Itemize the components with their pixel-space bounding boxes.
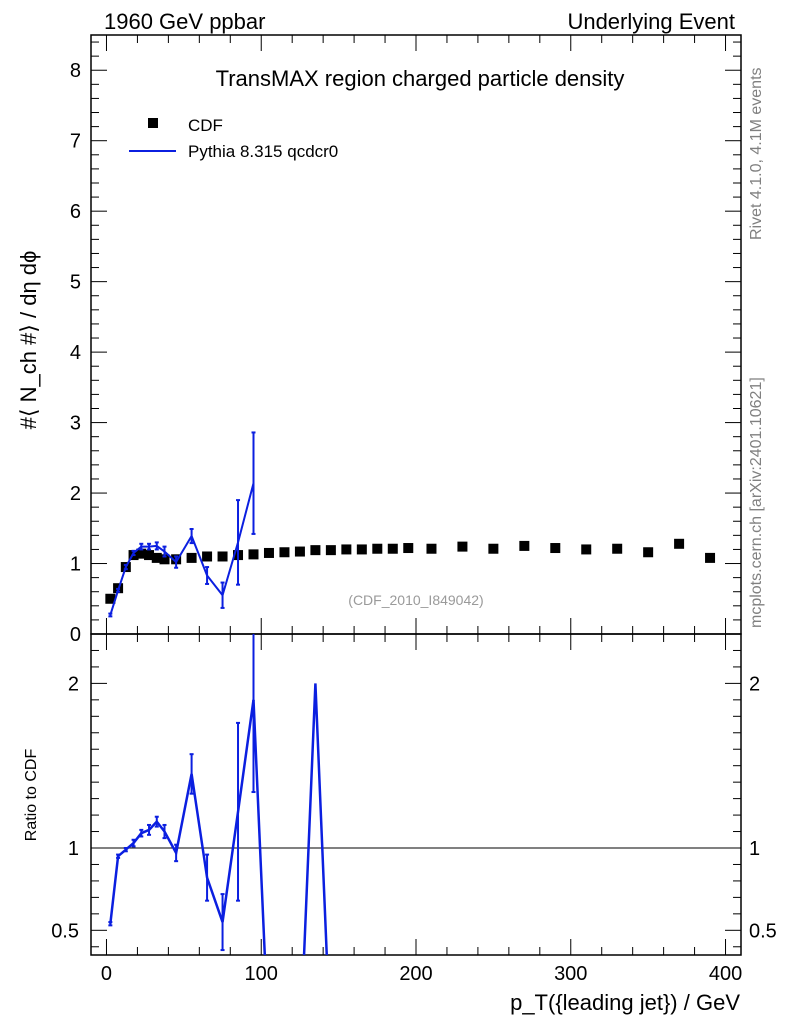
cdf-data-point (105, 593, 116, 604)
y-tick-label: 5 (70, 272, 81, 294)
cdf-data-point (294, 546, 305, 557)
y-tick-label: 3 (70, 413, 81, 435)
ratio-y-tick-label: 1 (68, 838, 79, 860)
y-tick-label: 1 (70, 554, 81, 576)
x-tick-label: 200 (399, 963, 432, 985)
chart-title: TransMAX region charged particle density (216, 66, 625, 91)
cdf-data-point (202, 551, 213, 562)
ratio-y-tick-label: 0.5 (51, 920, 79, 942)
ratio-y-tick-label-right: 2 (749, 673, 760, 695)
cdf-data-point (581, 544, 592, 555)
rivet-label: Rivet 4.1.0, 4.1M events (748, 67, 765, 240)
ratio-line (109, 699, 255, 924)
legend-marker-cdf (148, 118, 158, 128)
cdf-data-point (341, 544, 352, 555)
x-axis-label: p_T({leading jet}) / GeV (510, 990, 740, 1015)
cdf-data-point (136, 548, 147, 559)
cdf-data-point (372, 543, 383, 554)
legend-label-cdf: CDF (188, 116, 223, 135)
header-left: 1960 GeV ppbar (104, 9, 265, 34)
cdf-data-point (248, 549, 259, 560)
cdf-data-point (356, 544, 367, 555)
legend-label-pythia: Pythia 8.315 qcdcr0 (188, 142, 338, 161)
cdf-data-point (705, 552, 716, 563)
cdf-data-point (151, 552, 162, 563)
ratio-series-group (108, 634, 329, 955)
y-tick-label: 4 (70, 342, 81, 364)
cdf-data-point (279, 547, 290, 558)
ratio-line-sparse (252, 683, 329, 955)
y-axis-label: #⟨ N_ch #⟩ / dη dϕ (16, 251, 41, 430)
ratio-y-tick-label: 2 (68, 673, 79, 695)
pythia-line (109, 482, 255, 616)
ratio-panel: 0.5 0.5 1 1 2 2 0 100 200 300 400 p_T({leading jet}… (23, 633, 777, 1015)
x-tick-label: 300 (554, 963, 587, 985)
mcplots-label: mcplots.cern.ch [arXiv:2401.10621] (748, 377, 765, 628)
cdf-data-point (387, 543, 398, 554)
cdf-data-point (263, 547, 274, 558)
cdf-data-point (186, 552, 197, 563)
y-tick-label: 0 (70, 624, 81, 646)
ratio-y-axis-label: Ratio to CDF (23, 749, 40, 842)
x-tick-label: 100 (245, 963, 278, 985)
y-tick-label: 8 (70, 60, 81, 82)
cdf-data-point (488, 543, 499, 554)
cdf-data-point (612, 543, 623, 554)
ratio-y-tick-label-right: 1 (749, 838, 760, 860)
analysis-note: (CDF_2010_I849042) (348, 592, 483, 608)
cdf-data-point (643, 547, 654, 558)
cdf-data-point (457, 541, 468, 552)
cdf-data-point (550, 543, 561, 554)
cdf-data-point (310, 545, 321, 556)
x-tick-label: 0 (101, 963, 112, 985)
main-panel: 0 1 2 3 4 5 6 7 8 #⟨ N_ch #⟩ / dη dϕ TransMAX regi… (16, 34, 742, 646)
cdf-data-point (674, 538, 685, 549)
cdf-data-point (159, 554, 170, 565)
header-right: Underlying Event (567, 9, 735, 34)
y-tick-label: 6 (70, 201, 81, 223)
cdf-data-point (519, 540, 530, 551)
y-tick-label: 2 (70, 483, 81, 505)
cdf-data-point (144, 550, 155, 561)
cdf-data-point (426, 543, 437, 554)
ratio-y-tick-label-right: 0.5 (749, 920, 777, 942)
x-tick-label: 400 (709, 963, 742, 985)
y-tick-label: 7 (70, 131, 81, 153)
cdf-data-point (325, 545, 336, 556)
cdf-data-point (403, 543, 414, 554)
cdf-data-point (217, 551, 228, 562)
